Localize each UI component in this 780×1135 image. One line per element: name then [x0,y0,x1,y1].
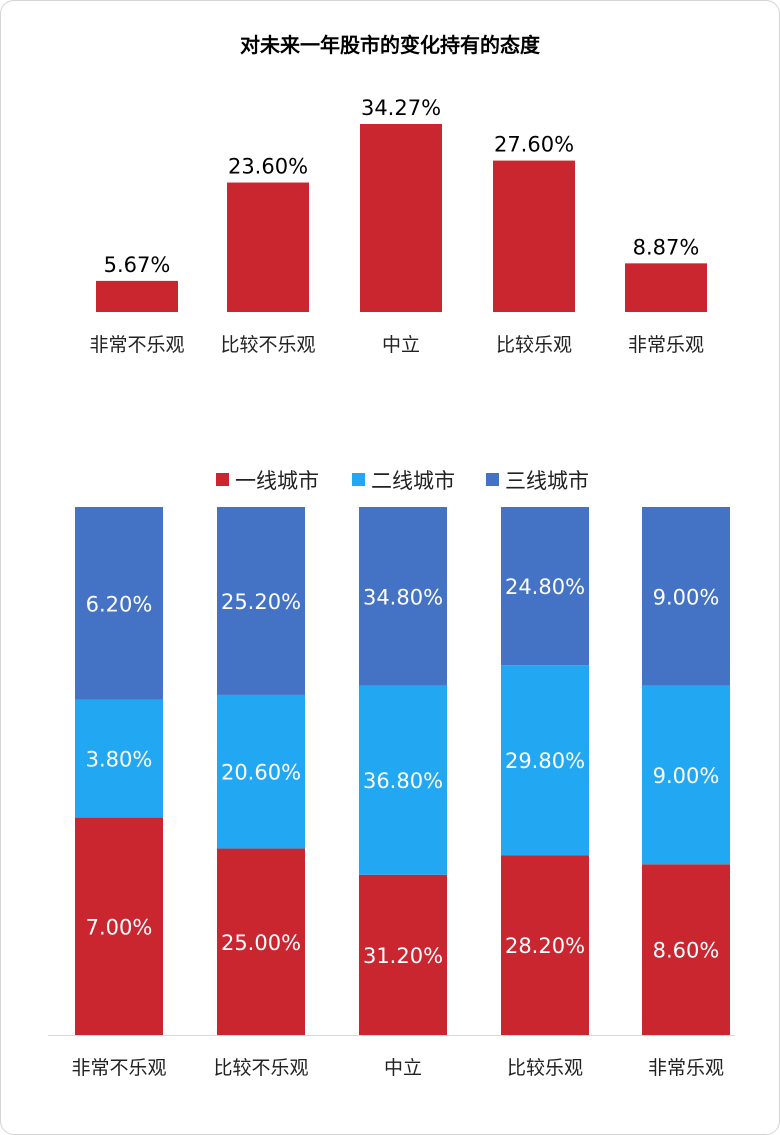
stack-segment-3-4 [501,507,589,666]
segment-value-label: 31.20% [363,944,443,968]
stack-segment-2-3 [359,685,447,875]
legend-swatch [352,473,365,486]
segment-value-label: 24.80% [505,575,585,599]
stack-segment-2-2 [217,694,305,849]
stack-segment-1-5 [642,864,730,1035]
segment-value-label: 28.20% [505,934,585,958]
stack-segment-3-2 [217,507,305,695]
segment-value-label: 7.00% [86,915,153,939]
stack-segment-2-1 [75,699,163,818]
segment-value-label: 25.00% [221,931,301,955]
stack-segment-3-3 [359,507,447,686]
bar-2 [227,182,309,312]
top-bar-group: 5.67% 非常不乐观 23.60% 比较不乐观 34.27% 中立 27.60% 比较乐观 8… [89,96,707,356]
stack-segment-2-5 [642,685,730,865]
segment-value-label: 36.80% [363,769,443,793]
segment-value-label: 3.80% [86,748,153,772]
bar-1 [96,280,178,312]
x-tick-label: 比较乐观 [496,334,572,356]
x-tick-label: 比较不乐观 [213,1057,308,1079]
legend-swatch [486,473,499,486]
stack-segment-1-1 [75,817,163,1035]
stack-segment-1-4 [501,855,589,1035]
legend-label: 三线城市 [505,469,589,493]
legend: 一线城市 二线城市 三线城市 [216,469,589,493]
bar-3 [360,124,442,312]
x-tick-label: 非常乐观 [628,334,704,356]
segment-value-label: 9.00% [653,764,720,788]
legend-swatch [216,473,229,486]
x-tick-label: 比较不乐观 [220,334,315,356]
stacked-bar-group: 7.00% 3.80% 6.20% 非常不乐观 25.00% 20.60% 25.20% 比较… [48,507,735,1079]
stack-segment-1-2 [217,848,305,1035]
bar-value-label: 27.60% [494,133,574,157]
segment-value-label: 29.80% [505,749,585,773]
segment-value-label: 9.00% [653,585,720,609]
x-tick-label: 中立 [384,1057,422,1079]
legend-label: 一线城市 [235,469,319,493]
bar-value-label: 23.60% [228,155,308,179]
chart-title: 对未来一年股市的变化持有的态度 [240,33,541,57]
segment-value-label: 8.60% [653,939,720,963]
x-tick-label: 比较乐观 [507,1057,583,1079]
segment-value-label: 6.20% [86,592,153,616]
stack-segment-2-4 [501,665,589,856]
x-tick-label: 非常乐观 [648,1057,724,1079]
segment-value-label: 20.60% [221,761,301,785]
bar-value-label: 8.87% [633,235,700,259]
segment-value-label: 34.80% [363,585,443,609]
bar-5 [625,263,707,312]
stack-segment-3-1 [75,507,163,700]
legend-label: 二线城市 [371,469,455,493]
x-tick-label: 非常不乐观 [71,1057,166,1079]
bar-value-label: 34.27% [361,96,441,120]
x-tick-label: 非常不乐观 [89,334,184,356]
segment-value-label: 25.20% [221,590,301,614]
bar-4 [493,160,575,312]
bar-value-label: 5.67% [104,253,171,277]
x-tick-label: 中立 [382,334,420,356]
stack-segment-1-3 [359,874,447,1035]
stack-segment-3-5 [642,507,730,686]
